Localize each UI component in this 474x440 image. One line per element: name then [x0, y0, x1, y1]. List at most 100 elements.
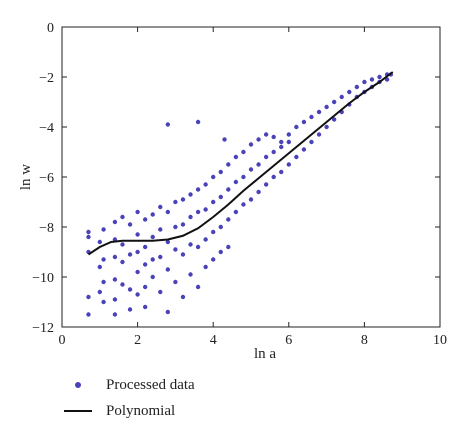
scatter-point — [203, 264, 208, 270]
axis-ticks: 0 2 4 6 8 10 0 −2 −4 −6 −8 −10 −12 — [32, 21, 447, 348]
scatter-point — [158, 289, 163, 295]
scatter-point — [331, 99, 337, 105]
scatter-point — [142, 244, 148, 250]
scatter-point — [211, 257, 216, 262]
scatter-point — [256, 162, 261, 167]
scatter-point — [97, 239, 103, 245]
scatter-point — [294, 154, 299, 160]
polynomial-line — [87, 71, 394, 256]
scatter-point — [120, 282, 125, 287]
scatter-point — [233, 154, 239, 160]
scatter-point — [165, 267, 171, 272]
scatter-point — [86, 234, 91, 240]
scatter-point — [222, 137, 227, 142]
x-tick-label: 0 — [59, 333, 66, 348]
legend-item-processed-data: Processed data — [60, 372, 195, 398]
scatter-point — [233, 179, 239, 185]
scatter-point — [127, 287, 133, 292]
scatter-point — [339, 94, 344, 100]
scatter-point — [120, 214, 125, 220]
scatter-point — [271, 174, 276, 180]
scatter-point — [180, 294, 186, 300]
scatter-point — [180, 252, 186, 257]
scatter-point — [165, 309, 171, 315]
y-tick-label: −10 — [32, 271, 54, 286]
scatter-point — [101, 279, 106, 285]
scatter-point — [195, 209, 201, 215]
scatter-point — [279, 144, 284, 150]
scatter-point — [135, 292, 140, 297]
scatter-point — [316, 109, 322, 115]
scatter-point — [180, 197, 186, 202]
scatter-marker-icon — [60, 382, 96, 388]
scatter-point — [86, 312, 91, 317]
scatter-point — [101, 227, 106, 232]
scatter-point — [256, 189, 261, 195]
x-tick-label: 4 — [210, 333, 217, 348]
scatter-point — [173, 279, 178, 285]
scatter-point — [286, 139, 291, 145]
scatter-point — [101, 257, 106, 262]
scatter-point — [127, 307, 133, 312]
scatter-point — [294, 124, 299, 130]
scatter-point — [279, 139, 284, 145]
scatter-point — [142, 284, 148, 290]
scatter-point — [86, 229, 91, 235]
scatter-point — [97, 289, 103, 295]
scatter-point — [150, 274, 155, 280]
scatter-point — [188, 242, 193, 247]
y-tick-label: −4 — [39, 121, 54, 136]
scatter-point — [86, 294, 91, 300]
scatter-point — [211, 174, 216, 180]
scatter-point — [135, 209, 140, 215]
scatter-point — [173, 247, 178, 252]
scatter-point — [127, 222, 133, 227]
scatter-point — [309, 114, 314, 120]
plot-area — [61, 26, 441, 328]
scatter-point — [142, 304, 148, 310]
legend-label: Processed data — [106, 376, 195, 393]
scatter-point — [112, 297, 118, 302]
scatter-point — [112, 277, 118, 282]
y-tick-label: −8 — [39, 221, 54, 236]
x-tick-label: 6 — [285, 333, 292, 348]
scatter-point — [331, 117, 337, 122]
scatter-point — [301, 147, 307, 152]
scatter-point — [241, 149, 246, 155]
scatter-point — [173, 224, 178, 230]
scatter-point — [195, 119, 201, 125]
scatter-point — [135, 269, 140, 275]
scatter-point — [188, 192, 193, 197]
y-axis-label: ln w — [18, 164, 34, 190]
scatter-point — [195, 284, 201, 290]
scatter-point — [150, 257, 155, 262]
scatter-point — [165, 239, 171, 245]
scatter-point — [271, 134, 276, 140]
scatter-point — [324, 104, 329, 110]
scatter-point — [97, 264, 103, 270]
scatter-point — [112, 254, 118, 260]
scatter-point — [241, 174, 246, 180]
scatter-point — [173, 199, 178, 205]
x-tick-label: 8 — [361, 333, 368, 348]
scatter-point — [309, 139, 314, 145]
scatter-point — [362, 79, 367, 85]
scatter-point — [263, 132, 269, 137]
scatter-point — [263, 182, 269, 187]
scatter-point — [271, 149, 276, 155]
scatter-point — [241, 202, 246, 207]
y-tick-label: −2 — [39, 71, 54, 86]
scatter-point — [135, 249, 140, 255]
y-tick-label: −12 — [32, 321, 54, 336]
scatter-point — [286, 162, 291, 167]
scatter-point — [158, 204, 163, 210]
scatter-point — [347, 89, 352, 95]
scatter-point — [195, 244, 201, 250]
scatter-point — [211, 199, 216, 205]
scatter-point — [101, 299, 106, 305]
scatter-point — [256, 137, 261, 142]
scatter-point — [218, 224, 223, 230]
legend-item-polynomial: Polynomial — [60, 398, 195, 424]
scatter-point — [263, 154, 269, 160]
